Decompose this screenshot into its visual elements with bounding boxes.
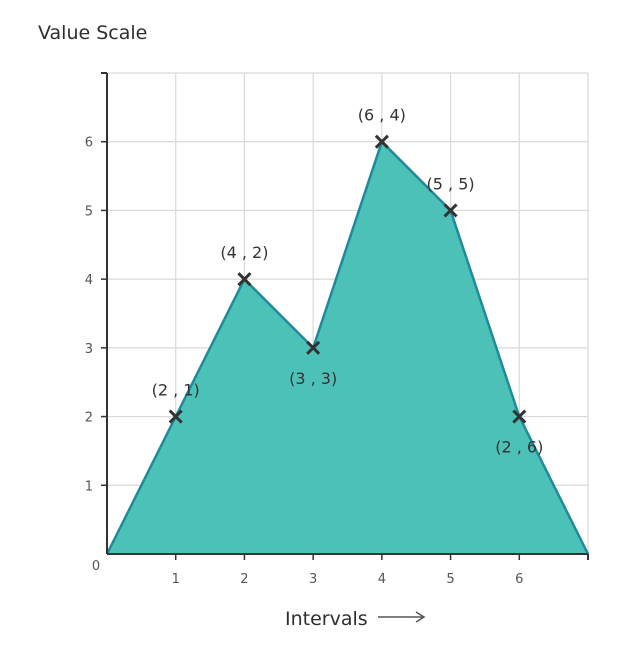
data-label: (4 , 2) bbox=[220, 243, 268, 262]
data-label: (5 , 5) bbox=[427, 174, 475, 193]
x-tick-label: 4 bbox=[378, 572, 386, 587]
x-marker-stroke bbox=[237, 272, 252, 287]
markers bbox=[168, 134, 527, 424]
x-marker bbox=[168, 409, 183, 424]
y-tick-label: 2 bbox=[85, 411, 93, 426]
x-marker bbox=[512, 409, 527, 424]
y-tick-label: 5 bbox=[85, 204, 93, 219]
x-marker bbox=[443, 203, 458, 218]
origin-label: 0 bbox=[92, 559, 100, 574]
y-tick-label: 1 bbox=[85, 479, 93, 494]
x-tick-label: 3 bbox=[309, 572, 317, 587]
area-fill bbox=[107, 141, 588, 554]
x-tick-label: 5 bbox=[446, 572, 454, 587]
x-marker-stroke bbox=[512, 409, 527, 424]
axes bbox=[101, 72, 589, 560]
data-labels: (2 , 1) (4 , 2) (3 , 3) (6 , 4) (5 , 5) (2 , … bbox=[152, 106, 544, 457]
x-marker bbox=[374, 134, 389, 149]
area-series bbox=[105, 139, 590, 555]
data-label: (3 , 3) bbox=[289, 369, 337, 388]
x-marker bbox=[306, 340, 321, 355]
x-axis-title: Intervals bbox=[285, 608, 368, 630]
x-tick-label: 1 bbox=[172, 572, 180, 587]
area-line bbox=[105, 139, 590, 555]
y-tick-label: 3 bbox=[85, 342, 93, 357]
tick-labels: 1 2 3 4 5 6 1 2 3 4 5 6 0 bbox=[85, 136, 524, 587]
x-marker-stroke bbox=[443, 203, 458, 218]
x-axis-title-group: Intervals bbox=[285, 604, 428, 634]
x-marker bbox=[237, 272, 252, 287]
data-label: (2 , 6) bbox=[495, 438, 543, 457]
x-tick-label: 2 bbox=[240, 572, 248, 587]
x-marker-stroke bbox=[374, 134, 389, 149]
y-tick-label: 4 bbox=[85, 273, 93, 288]
data-label: (2 , 1) bbox=[152, 381, 200, 400]
y-axis-title: Value Scale bbox=[38, 22, 148, 44]
x-marker-stroke bbox=[306, 340, 321, 355]
right-arrow-icon bbox=[376, 609, 428, 629]
x-marker-stroke bbox=[168, 409, 183, 424]
y-tick-label: 6 bbox=[85, 136, 93, 151]
x-tick-label: 6 bbox=[515, 572, 523, 587]
data-label: (6 , 4) bbox=[358, 106, 406, 125]
